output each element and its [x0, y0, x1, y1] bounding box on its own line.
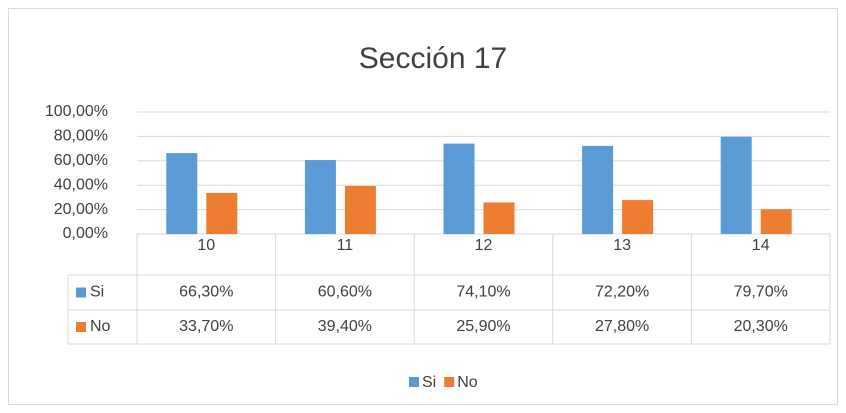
table-value: 20,30%: [734, 318, 788, 335]
x-tick-label: 13: [613, 237, 631, 254]
x-tick-label: 12: [475, 237, 493, 254]
bar: [166, 153, 198, 234]
table-value: 74,10%: [456, 284, 510, 301]
x-tick-label: 14: [752, 237, 770, 254]
bar: [720, 136, 752, 234]
table-value: 60,60%: [318, 284, 372, 301]
bar: [344, 185, 376, 234]
legend-key: [409, 377, 419, 387]
x-tick-label: 10: [197, 237, 215, 254]
bar: [760, 209, 792, 234]
y-tick-label: 80,00%: [54, 128, 108, 145]
bar: [304, 160, 336, 234]
y-tick-label: 40,00%: [54, 176, 108, 193]
bar: [622, 200, 654, 234]
bar: [582, 145, 614, 234]
table-legend-key: [76, 322, 86, 332]
table-value: 33,70%: [179, 318, 233, 335]
table-value: 39,40%: [318, 318, 372, 335]
table-legend-key: [76, 287, 86, 298]
chart-border: [8, 8, 838, 405]
table-value: 27,80%: [595, 318, 649, 335]
x-tick-label: 11: [337, 237, 354, 254]
y-tick-label: 100,00%: [45, 103, 108, 120]
table-value: 72,20%: [595, 284, 649, 301]
legend-key: [444, 377, 455, 387]
bar: [483, 202, 515, 234]
chart-title: Sección 17: [359, 42, 507, 75]
legend-label: No: [457, 374, 478, 391]
table-value: 25,90%: [456, 318, 510, 335]
y-tick-label: 0,00%: [63, 225, 108, 242]
y-tick-label: 60,00%: [54, 152, 108, 169]
bar: [206, 192, 238, 234]
table-value: 79,70%: [734, 284, 788, 301]
table-value: 66,30%: [179, 284, 233, 301]
legend-label: Si: [422, 374, 436, 391]
table-series-name: Si: [90, 284, 104, 301]
table-series-name: No: [90, 318, 111, 335]
bar: [443, 143, 475, 234]
y-tick-label: 20,00%: [54, 201, 108, 218]
